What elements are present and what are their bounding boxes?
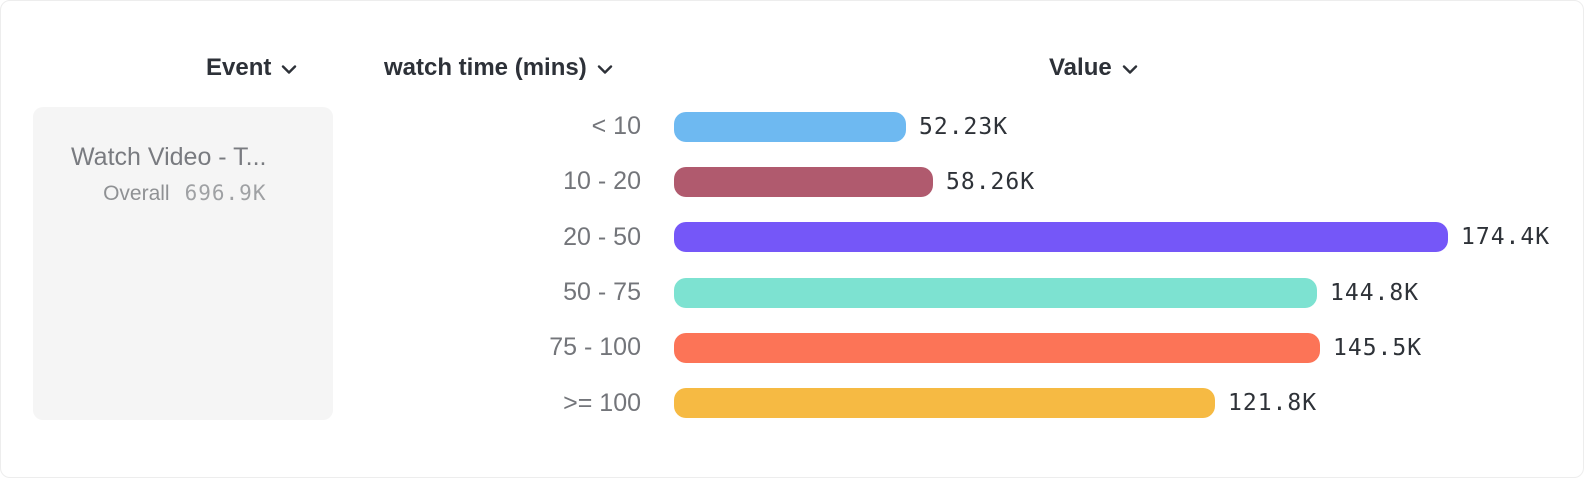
- value-label: 174.4K: [1461, 224, 1551, 251]
- chevron-down-icon: [282, 64, 297, 74]
- category-label: 20 - 50: [563, 222, 641, 251]
- bar-row: 20 - 50 174.4K: [1, 210, 1583, 265]
- bar-row: < 10 52.23K: [1, 99, 1583, 154]
- value-label: 121.8K: [1228, 390, 1318, 417]
- bar-rows: < 10 52.23K 10 - 20 58.26K 20 - 50 174.4…: [1, 99, 1583, 431]
- event-overall-row: Overall 696.9K: [71, 181, 266, 206]
- bar[interactable]: [674, 111, 906, 142]
- bar[interactable]: [674, 332, 1320, 363]
- column-header-watch-time-label: watch time (mins): [384, 54, 587, 81]
- event-card[interactable]: Watch Video - T... Overall 696.9K: [33, 107, 333, 420]
- bar[interactable]: [674, 277, 1317, 308]
- value-label: 145.5K: [1333, 334, 1423, 361]
- bar[interactable]: [674, 222, 1448, 253]
- column-header-value[interactable]: Value: [1049, 53, 1138, 83]
- overall-value: 696.9K: [184, 181, 267, 205]
- bar-row: 50 - 75 144.8K: [1, 265, 1583, 320]
- bar[interactable]: [674, 388, 1215, 419]
- value-label: 52.23K: [919, 113, 1009, 140]
- bar-row: >= 100 121.8K: [1, 375, 1583, 430]
- bar-row: 10 - 20 58.26K: [1, 154, 1583, 209]
- bar-row: 75 - 100 145.5K: [1, 320, 1583, 375]
- category-label: < 10: [591, 112, 641, 141]
- bar[interactable]: [674, 166, 933, 197]
- category-label: >= 100: [563, 388, 641, 417]
- column-header-event[interactable]: Event: [206, 53, 297, 83]
- value-label: 144.8K: [1330, 279, 1420, 306]
- event-card-content: Watch Video - T... Overall 696.9K: [71, 143, 266, 206]
- column-header-value-label: Value: [1049, 54, 1112, 81]
- column-header-watch-time[interactable]: watch time (mins): [384, 53, 613, 83]
- chevron-down-icon: [597, 64, 612, 74]
- category-label: 10 - 20: [563, 167, 641, 196]
- value-label: 58.26K: [946, 168, 1036, 195]
- event-title: Watch Video - T...: [71, 143, 267, 171]
- overall-label: Overall: [103, 182, 170, 205]
- column-header-event-label: Event: [206, 54, 272, 81]
- category-label: 75 - 100: [549, 333, 641, 362]
- chevron-down-icon: [1122, 64, 1137, 74]
- category-label: 50 - 75: [563, 278, 641, 307]
